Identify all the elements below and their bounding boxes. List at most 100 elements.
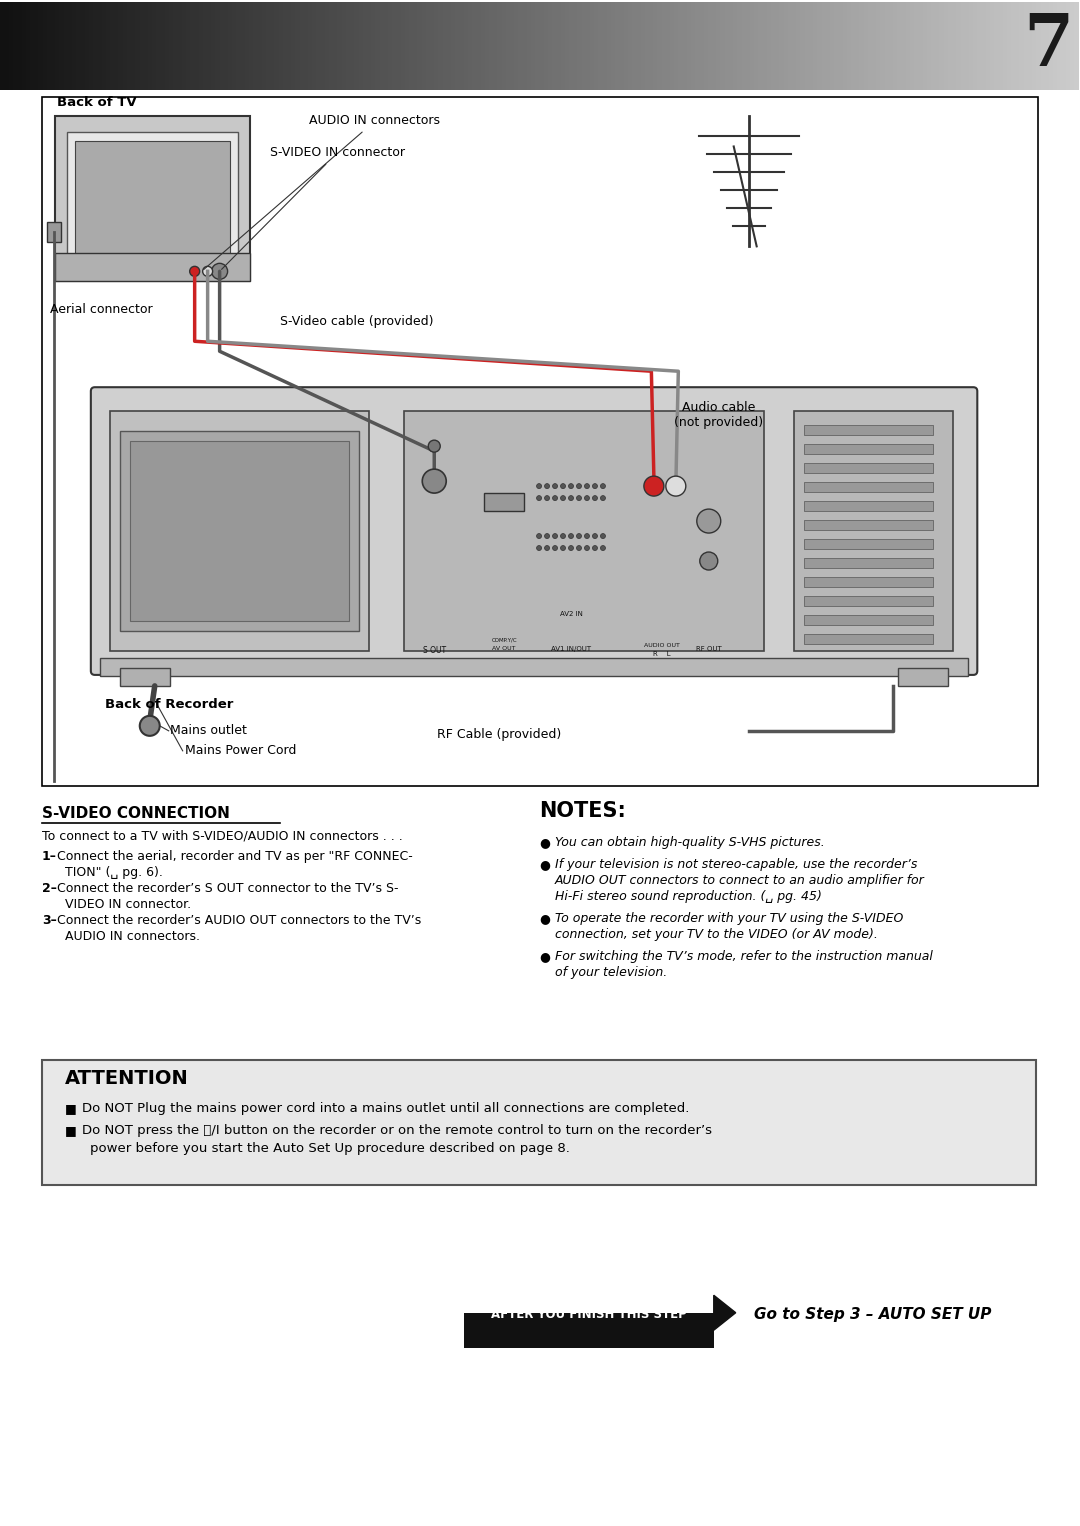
Text: S-VIDEO CONNECTION: S-VIDEO CONNECTION: [42, 806, 230, 821]
Circle shape: [644, 476, 664, 496]
Text: AV1 IN/OUT: AV1 IN/OUT: [551, 645, 591, 652]
Circle shape: [190, 267, 200, 276]
Bar: [804, 462, 933, 473]
Bar: [804, 615, 933, 626]
Circle shape: [544, 484, 550, 488]
Text: For switching the TV’s mode, refer to the instruction manual: For switching the TV’s mode, refer to th…: [555, 949, 933, 963]
Text: NOTES:: NOTES:: [539, 801, 626, 821]
Circle shape: [666, 476, 686, 496]
Bar: [484, 493, 524, 511]
Text: RF OUT: RF OUT: [696, 645, 721, 652]
Text: 3–: 3–: [42, 914, 56, 926]
Bar: [804, 577, 933, 588]
Bar: [899, 668, 948, 685]
Circle shape: [553, 496, 557, 501]
Bar: [55, 253, 249, 281]
FancyBboxPatch shape: [91, 388, 977, 674]
Circle shape: [212, 264, 228, 279]
Text: To connect to a TV with S-VIDEO/AUDIO IN connectors . . .: To connect to a TV with S-VIDEO/AUDIO IN…: [42, 830, 403, 842]
Text: ●: ●: [539, 836, 550, 848]
Text: AUDIO OUT: AUDIO OUT: [644, 642, 679, 649]
Bar: [99, 658, 969, 676]
Bar: [804, 559, 933, 568]
Text: Back of Recorder: Back of Recorder: [105, 697, 233, 711]
Circle shape: [422, 468, 446, 493]
Text: ■: ■: [65, 1125, 77, 1137]
Text: TION" (␣ pg. 6).: TION" (␣ pg. 6).: [65, 865, 163, 879]
Bar: [46, 221, 60, 241]
Text: Connect the recorder’s S OUT connector to the TV’s S-: Connect the recorder’s S OUT connector t…: [57, 882, 399, 894]
Text: power before you start the Auto Set Up procedure described on page 8.: power before you start the Auto Set Up p…: [90, 1143, 570, 1155]
Circle shape: [553, 484, 557, 488]
Text: AV OUT: AV OUT: [492, 645, 516, 652]
Bar: [804, 444, 933, 455]
Text: ●: ●: [539, 911, 550, 925]
Text: ●: ●: [539, 858, 550, 871]
Text: S OUT: S OUT: [422, 645, 446, 655]
Text: COMP.Y/C: COMP.Y/C: [491, 638, 517, 642]
Bar: [130, 441, 350, 621]
Circle shape: [568, 484, 573, 488]
Circle shape: [584, 496, 590, 501]
Text: R    L: R L: [653, 652, 671, 656]
Circle shape: [577, 496, 581, 501]
Bar: [42, 1061, 1036, 1186]
Bar: [804, 633, 933, 644]
Text: RF Cable (provided): RF Cable (provided): [437, 728, 562, 740]
Bar: [804, 597, 933, 606]
Text: Mains outlet: Mains outlet: [170, 725, 246, 737]
Circle shape: [577, 534, 581, 539]
Circle shape: [568, 545, 573, 551]
Text: Aerial connector: Aerial connector: [50, 304, 152, 316]
Circle shape: [600, 484, 606, 488]
Circle shape: [697, 510, 720, 533]
Text: AUDIO IN connectors: AUDIO IN connectors: [204, 114, 441, 270]
Circle shape: [584, 484, 590, 488]
Circle shape: [544, 534, 550, 539]
Circle shape: [561, 545, 566, 551]
Bar: [804, 501, 933, 511]
Text: Connect the aerial, recorder and TV as per "RF CONNEC-: Connect the aerial, recorder and TV as p…: [57, 850, 413, 862]
Text: AUDIO IN connectors.: AUDIO IN connectors.: [65, 929, 200, 943]
Bar: [804, 520, 933, 530]
Circle shape: [561, 484, 566, 488]
Text: Audio cable
(not provided): Audio cable (not provided): [674, 401, 764, 429]
Text: S-Video cable (provided): S-Video cable (provided): [280, 314, 433, 328]
Text: ■: ■: [65, 1102, 77, 1116]
Bar: [804, 482, 933, 491]
Bar: [120, 668, 170, 685]
Bar: [404, 410, 764, 652]
Text: AFTER YOU FINISH THIS STEP: AFTER YOU FINISH THIS STEP: [491, 1308, 687, 1322]
Bar: [42, 96, 1038, 786]
Circle shape: [600, 545, 606, 551]
Circle shape: [537, 545, 541, 551]
Bar: [67, 133, 238, 269]
Text: Connect the recorder’s AUDIO OUT connectors to the TV’s: Connect the recorder’s AUDIO OUT connect…: [57, 914, 421, 926]
Text: Do NOT Plug the mains power cord into a mains outlet until all connections are c: Do NOT Plug the mains power cord into a …: [82, 1102, 689, 1116]
Text: Back of TV: Back of TV: [57, 96, 136, 108]
Circle shape: [544, 496, 550, 501]
Text: To operate the recorder with your TV using the S-VIDEO: To operate the recorder with your TV usi…: [555, 911, 903, 925]
Circle shape: [600, 496, 606, 501]
Circle shape: [568, 534, 573, 539]
Circle shape: [700, 552, 718, 571]
Circle shape: [584, 545, 590, 551]
Circle shape: [593, 496, 597, 501]
Text: connection, set your TV to the VIDEO (or AV mode).: connection, set your TV to the VIDEO (or…: [555, 928, 878, 940]
Bar: [55, 116, 249, 281]
Text: ●: ●: [539, 949, 550, 963]
Text: Mains Power Cord: Mains Power Cord: [185, 745, 296, 757]
Text: of your television.: of your television.: [555, 966, 667, 978]
Circle shape: [139, 716, 160, 736]
Circle shape: [544, 545, 550, 551]
Text: Go to Step 3 – AUTO SET UP: Go to Step 3 – AUTO SET UP: [754, 1308, 991, 1322]
Polygon shape: [714, 1296, 735, 1331]
Text: VIDEO IN connector.: VIDEO IN connector.: [65, 897, 191, 911]
Circle shape: [577, 484, 581, 488]
Circle shape: [537, 496, 541, 501]
Text: You can obtain high-quality S-VHS pictures.: You can obtain high-quality S-VHS pictur…: [555, 836, 825, 848]
FancyBboxPatch shape: [464, 1312, 714, 1347]
Circle shape: [568, 496, 573, 501]
Circle shape: [600, 534, 606, 539]
Bar: [804, 426, 933, 435]
